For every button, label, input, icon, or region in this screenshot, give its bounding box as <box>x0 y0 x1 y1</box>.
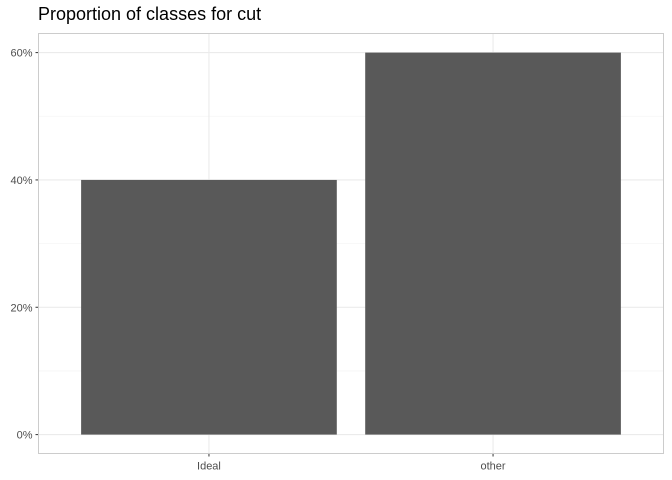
x-tick-label: other <box>481 461 506 473</box>
y-tick-label: 40% <box>10 175 32 187</box>
x-tick-label: Ideal <box>197 461 221 473</box>
chart-title: Proportion of classes for cut <box>38 4 262 24</box>
y-tick-label: 0% <box>17 430 33 442</box>
panel-border <box>38 33 664 454</box>
bar-ideal <box>81 179 337 435</box>
y-tick-label: 60% <box>10 48 32 60</box>
bar-other <box>365 52 621 435</box>
y-tick-label: 20% <box>10 302 32 314</box>
bars <box>81 52 621 435</box>
